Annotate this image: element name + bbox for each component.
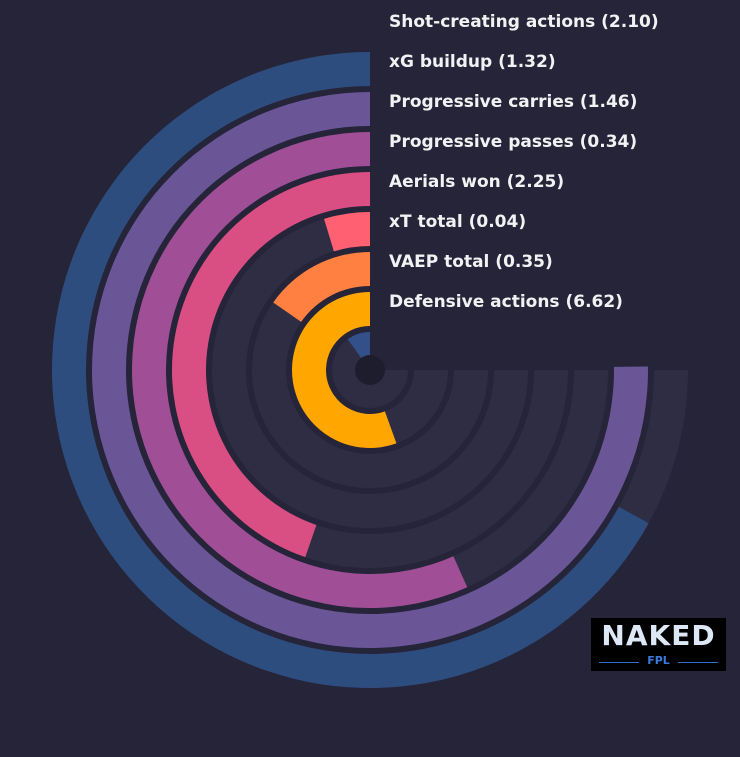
logo-sub: FPL bbox=[647, 654, 670, 667]
metric-label: Aerials won (2.25) bbox=[389, 172, 564, 192]
bar-arc bbox=[292, 292, 397, 448]
metric-label: VAEP total (0.35) bbox=[389, 252, 553, 272]
bar-arc bbox=[324, 212, 370, 252]
metric-label: Progressive passes (0.34) bbox=[389, 132, 637, 152]
metric-label: xT total (0.04) bbox=[389, 212, 526, 232]
naked-fpl-logo: NAKED FPL bbox=[591, 618, 726, 671]
logo-rule-right bbox=[678, 662, 718, 663]
chart-center-dot bbox=[355, 355, 385, 385]
bar-arc bbox=[171, 172, 370, 558]
metric-label: Progressive carries (1.46) bbox=[389, 92, 637, 112]
metric-label: xG buildup (1.32) bbox=[389, 52, 556, 72]
metric-labels: Defensive actions (6.62) VAEP total (0.35… bbox=[389, 12, 659, 312]
track-ring bbox=[332, 332, 408, 408]
bar-arcs bbox=[51, 52, 649, 688]
bar-arc bbox=[273, 252, 370, 322]
metric-label: Shot-creating actions (2.10) bbox=[389, 12, 659, 32]
logo-word: NAKED bbox=[601, 619, 716, 652]
metric-label: Defensive actions (6.62) bbox=[389, 292, 623, 312]
logo-rule-left bbox=[599, 662, 639, 663]
